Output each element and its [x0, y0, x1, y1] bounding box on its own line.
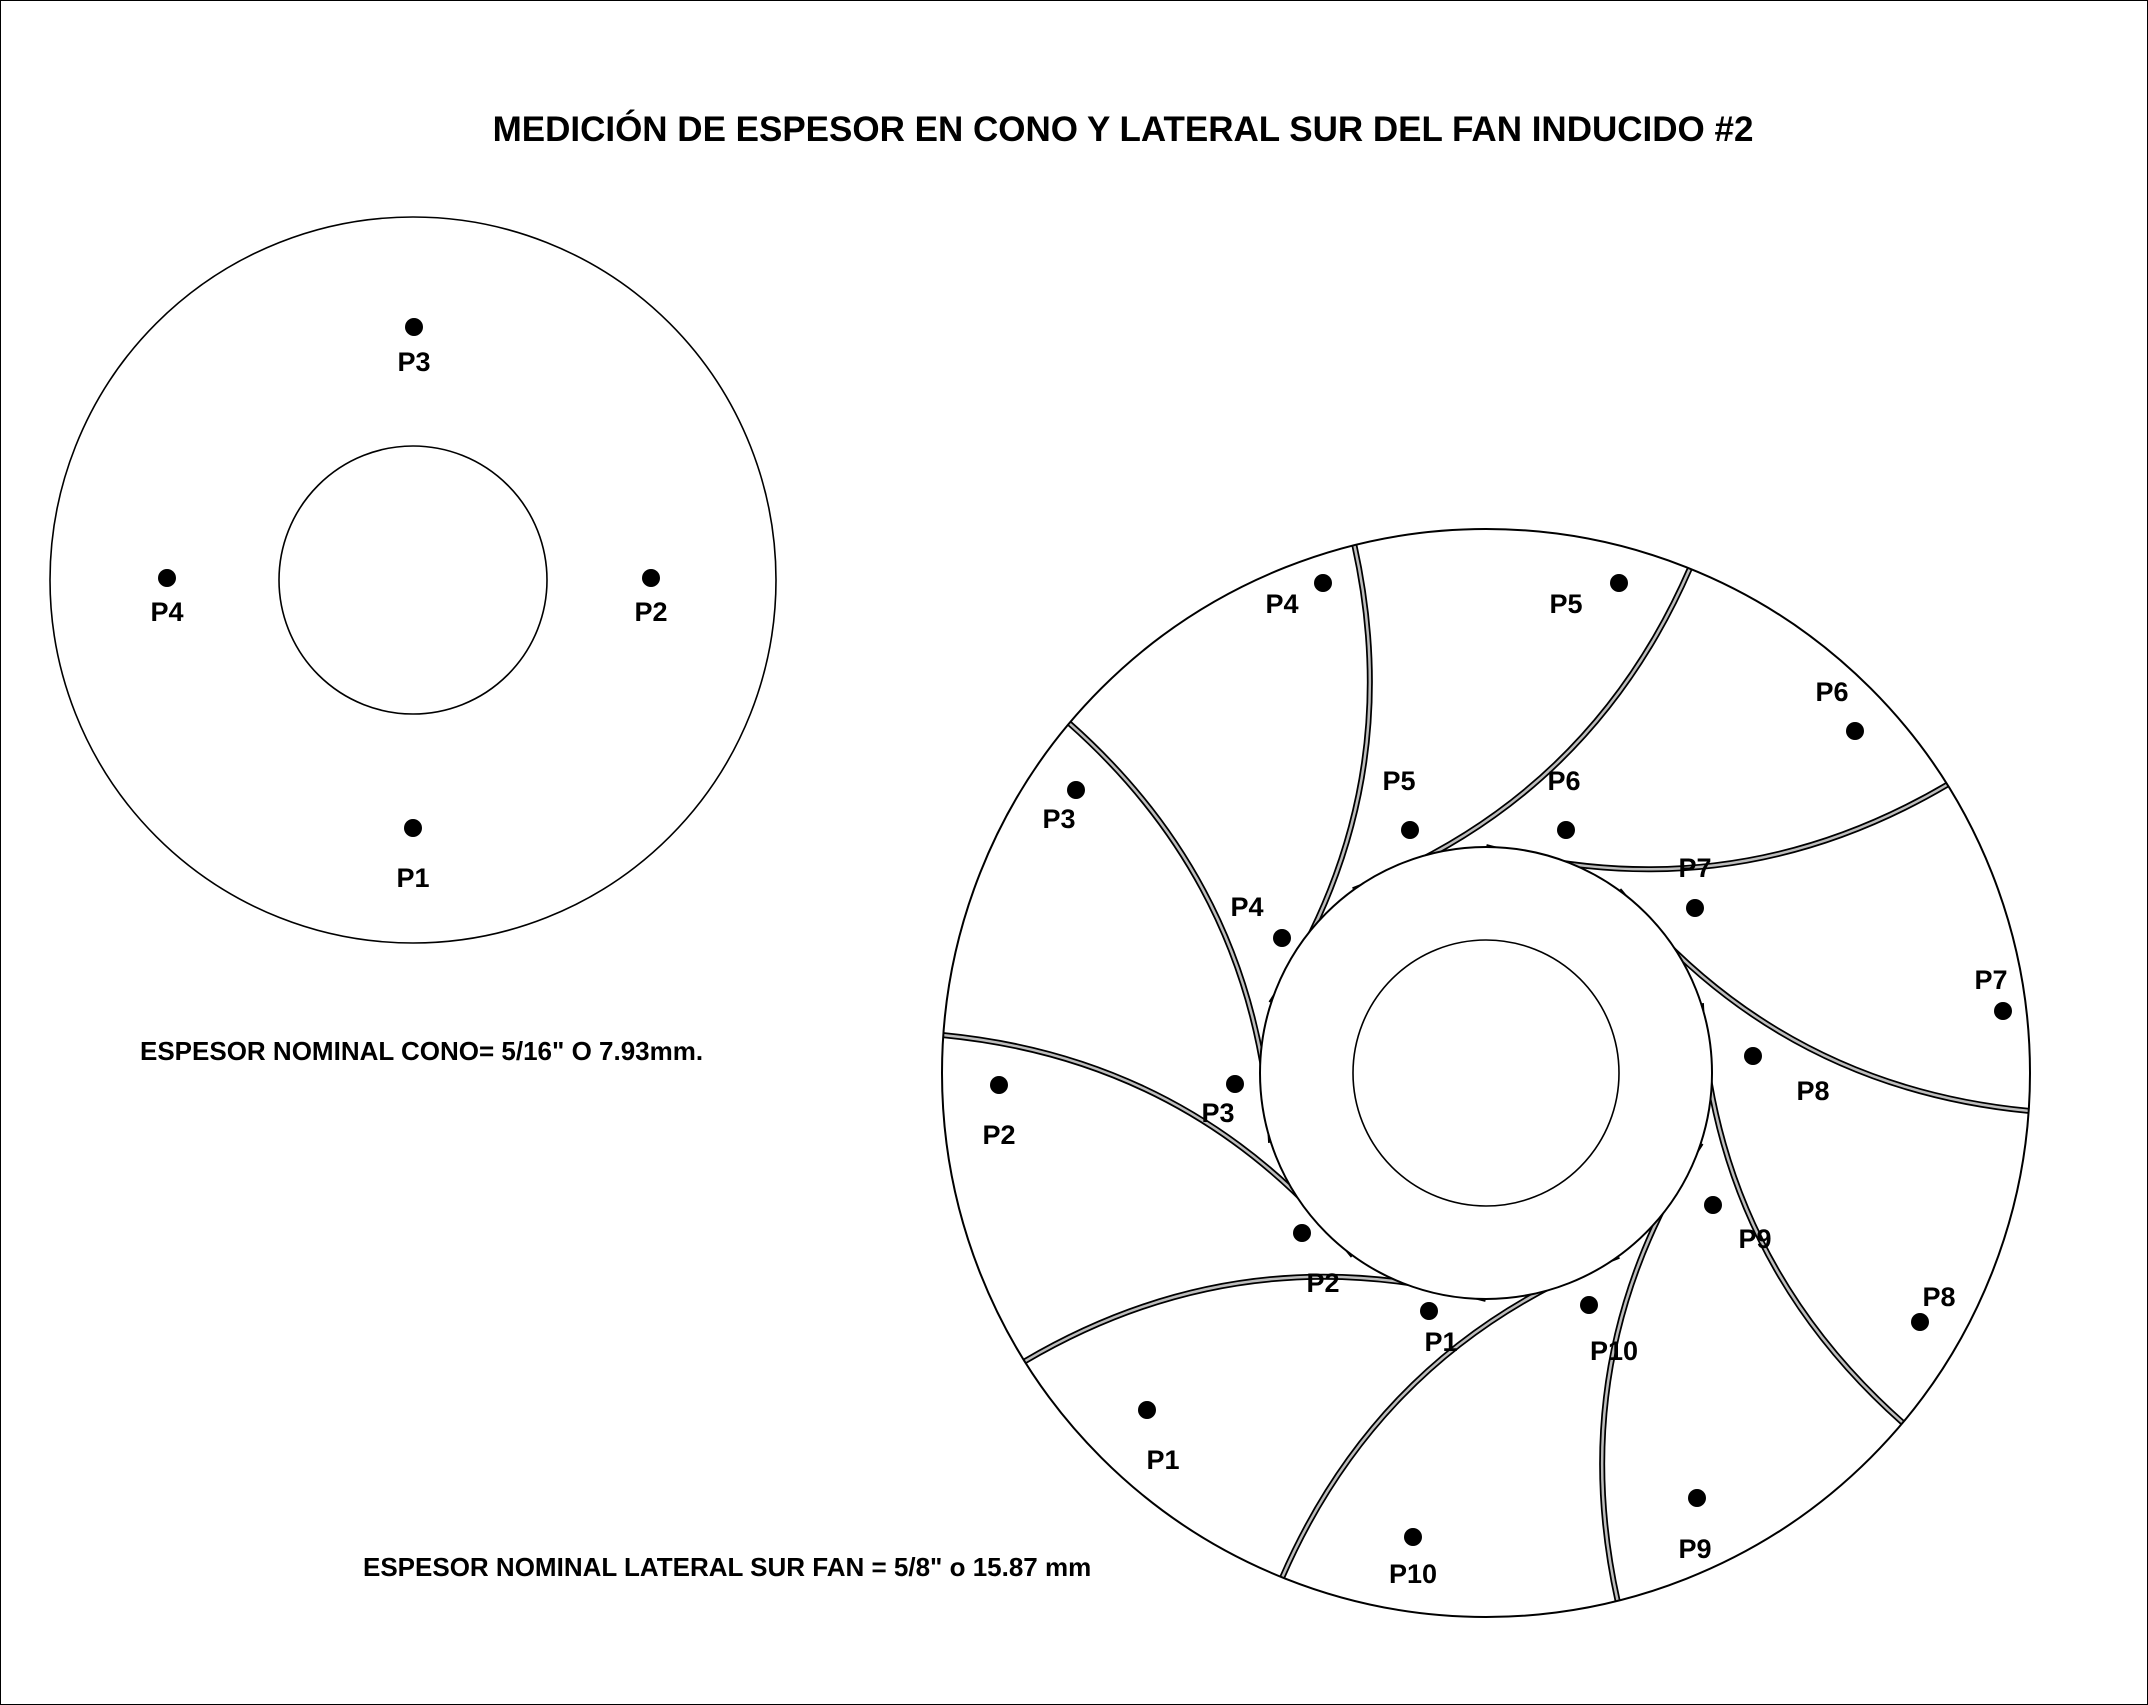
- fan-inner-p10-label: P10: [1590, 1336, 1638, 1366]
- fan-diagram: P1 P2 P3 P4 P5 P6 P7 P8 P9 P10 P1 P2 P3 …: [941, 528, 2031, 1618]
- fan-inner-p10-marker: [1580, 1296, 1598, 1314]
- fan-outer-p1-marker: [1138, 1401, 1156, 1419]
- cone-point-p1-label: P1: [396, 863, 429, 893]
- fan-blade-inner-stroke: [1281, 1254, 1620, 1578]
- fan-blade-inner-stroke: [1699, 1003, 1904, 1424]
- fan-blade: [1352, 567, 1693, 894]
- cone-outer-circle: [49, 216, 777, 944]
- fan-outer-p8-label: P8: [1922, 1282, 1955, 1312]
- fan-inner-p2-marker: [1293, 1224, 1311, 1242]
- fan-blade: [1279, 1252, 1620, 1579]
- cone-inner-circle: [278, 445, 548, 715]
- fan-outer-p4-label: P4: [1265, 589, 1298, 619]
- fan-outer-p4-marker: [1314, 574, 1332, 592]
- fan-blade-inner-stroke: [1024, 1275, 1487, 1363]
- fan-outer-circle: [941, 528, 2031, 1618]
- cone-point-p2-marker: [642, 569, 660, 587]
- fan-inner-p9-label: P9: [1738, 1224, 1771, 1254]
- fan-inner-p7-marker: [1686, 899, 1704, 917]
- cone-point-p3-label: P3: [397, 347, 430, 377]
- fan-inner-p4-label: P4: [1230, 892, 1263, 922]
- fan-outer-p1-label: P1: [1146, 1445, 1179, 1475]
- fan-inner-p7-label: P7: [1678, 853, 1711, 883]
- fan-outer-p7-marker: [1994, 1002, 2012, 1020]
- fan-inner-p2-label: P2: [1306, 1268, 1339, 1298]
- fan-outer-p2-label: P2: [982, 1120, 1015, 1150]
- fan-inner-p1-label: P1: [1424, 1327, 1457, 1357]
- fan-inner-p4-marker: [1273, 929, 1291, 947]
- fan-blade: [1485, 782, 1949, 873]
- fan-blade-inner-stroke: [1485, 783, 1948, 871]
- fan-nominal-thickness-note: ESPESOR NOMINAL LATERAL SUR FAN = 5/8" o…: [363, 1552, 1091, 1582]
- fan-outer-p2-marker: [990, 1076, 1008, 1094]
- fan-outer-p10-marker: [1404, 1528, 1422, 1546]
- fan-blade: [1697, 1003, 1905, 1425]
- fan-inner-p8-label: P8: [1796, 1076, 1829, 1106]
- fan-outer-p9-label: P9: [1678, 1534, 1711, 1564]
- page-title: MEDICIÓN DE ESPESOR EN CONO Y LATERAL SU…: [493, 109, 1754, 149]
- fan-inner-p1-marker: [1420, 1302, 1438, 1320]
- cone-point-p4-label: P4: [150, 597, 183, 627]
- fan-outer-p6-marker: [1846, 722, 1864, 740]
- fan-outer-p10-label: P10: [1389, 1559, 1437, 1589]
- cone-diagram: P1 P2 P3 P4: [49, 216, 777, 944]
- fan-inner-p8-marker: [1744, 1047, 1762, 1065]
- cone-point-p2-label: P2: [634, 597, 667, 627]
- cone-point-p4-marker: [158, 569, 176, 587]
- cone-point-p1-marker: [404, 819, 422, 837]
- fan-inner-p6-label: P6: [1547, 766, 1580, 796]
- cone-point-p3-marker: [405, 318, 423, 336]
- fan-outer-p6-label: P6: [1815, 677, 1848, 707]
- fan-shaft-circle: [1352, 939, 1620, 1207]
- fan-outer-p5-label: P5: [1549, 589, 1582, 619]
- fan-hub-circle: [1259, 846, 1713, 1300]
- fan-inner-p3-marker: [1226, 1075, 1244, 1093]
- fan-inner-p6-marker: [1557, 821, 1575, 839]
- fan-outer-p8-marker: [1911, 1313, 1929, 1331]
- fan-outer-p3-marker: [1067, 781, 1085, 799]
- fan-blade-inner-stroke: [1352, 568, 1691, 892]
- fan-inner-p5-marker: [1401, 821, 1419, 839]
- fan-outer-p3-label: P3: [1042, 804, 1075, 834]
- fan-inner-p3-label: P3: [1201, 1098, 1234, 1128]
- fan-outer-p9-marker: [1688, 1489, 1706, 1507]
- fan-outer-p7-label: P7: [1974, 965, 2007, 995]
- fan-inner-p9-marker: [1704, 1196, 1722, 1214]
- fan-inner-p5-label: P5: [1382, 766, 1415, 796]
- fan-blade: [1023, 1273, 1487, 1364]
- cone-nominal-thickness-note: ESPESOR NOMINAL CONO= 5/16" O 7.93mm.: [140, 1036, 703, 1066]
- fan-outer-p5-marker: [1610, 574, 1628, 592]
